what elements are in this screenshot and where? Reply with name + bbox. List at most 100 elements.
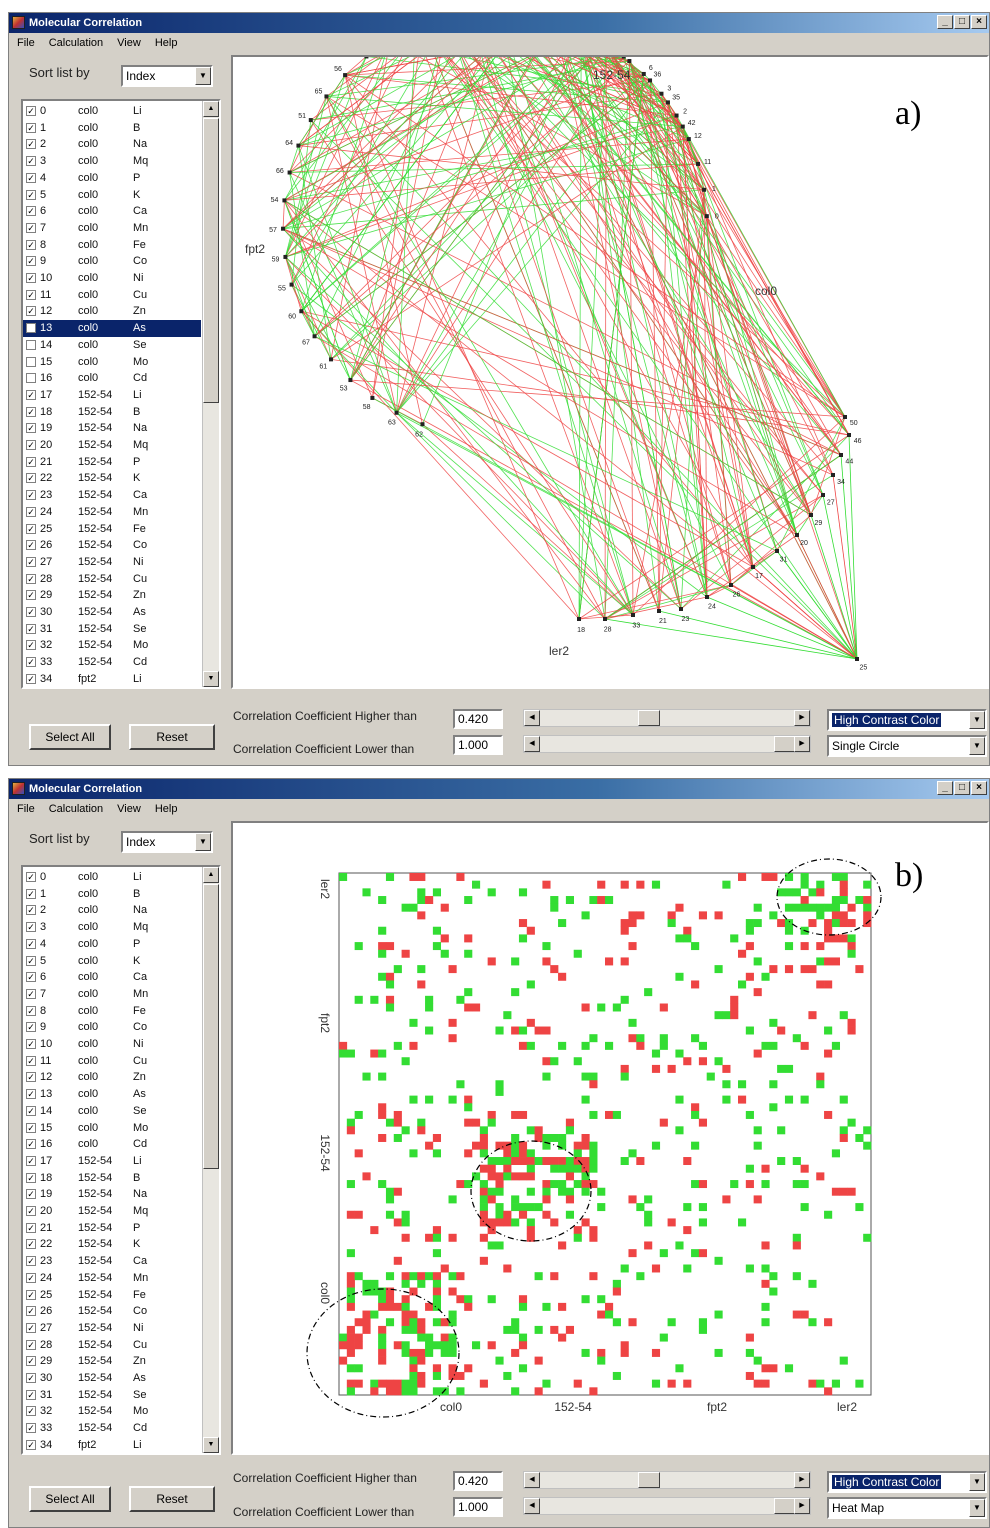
heatmap-cell[interactable]	[620, 919, 629, 928]
heatmap-cell[interactable]	[784, 888, 794, 897]
heatmap-cell[interactable]	[417, 1126, 426, 1135]
heatmap-cell[interactable]	[526, 1218, 535, 1227]
heatmap-cell[interactable]	[722, 1195, 731, 1204]
heatmap-cell[interactable]	[464, 896, 473, 905]
view-mode-select[interactable]: Heat Map ▼	[827, 1497, 987, 1519]
heatmap-cell[interactable]	[769, 1041, 778, 1050]
heatmap-cell[interactable]	[370, 1379, 379, 1388]
heatmap-cell[interactable]	[691, 1141, 700, 1150]
list-item[interactable]: ✓ 26 152-54 Co	[23, 537, 201, 554]
heatmap-cell[interactable]	[558, 1302, 567, 1311]
heatmap-cell[interactable]	[550, 1057, 559, 1066]
heatmap-cell[interactable]	[683, 934, 692, 943]
heatmap-cell[interactable]	[511, 988, 520, 997]
heatmap-cell[interactable]	[745, 942, 754, 951]
heatmap-cell[interactable]	[738, 949, 747, 958]
heatmap-cell[interactable]	[401, 1210, 410, 1219]
graph-node[interactable]	[702, 187, 707, 192]
heatmap-cell[interactable]	[425, 1341, 434, 1350]
heatmap-cell[interactable]	[808, 1011, 817, 1020]
select-all-button[interactable]: Select All	[29, 1486, 111, 1512]
checkbox[interactable]: ✓	[26, 1155, 36, 1166]
heatmap-cell[interactable]	[409, 873, 418, 881]
list-item[interactable]: ✓ 8 col0 Fe	[23, 237, 201, 254]
heatmap-cell[interactable]	[784, 1095, 794, 1104]
heatmap-cell[interactable]	[339, 1049, 348, 1058]
heatmap-cell[interactable]	[393, 1387, 402, 1396]
heatmap-cell[interactable]	[651, 1064, 661, 1073]
heatmap-cell[interactable]	[761, 1279, 770, 1288]
checkbox[interactable]	[26, 356, 36, 367]
heatmap-cell[interactable]	[526, 1164, 535, 1173]
heatmap-cell[interactable]	[401, 1318, 410, 1327]
list-item[interactable]: ✓ 5 col0 K	[23, 953, 201, 970]
heatmap-cell[interactable]	[644, 1195, 653, 1204]
heatmap-cell[interactable]	[518, 934, 528, 943]
heatmap-cell[interactable]	[393, 1341, 402, 1350]
heatmap-cell[interactable]	[393, 1187, 402, 1196]
heatmap-cell[interactable]	[605, 1041, 614, 1050]
heatmap-cell[interactable]	[691, 942, 700, 951]
list-item[interactable]: ✓ 10 col0 Ni	[23, 270, 201, 287]
heatmap-cell[interactable]	[487, 1295, 496, 1304]
heatmap-cell[interactable]	[581, 1172, 590, 1181]
lower-value-field[interactable]: 1.000	[453, 735, 503, 755]
heatmap-cell[interactable]	[558, 1157, 567, 1166]
heatmap-cell[interactable]	[644, 1218, 653, 1227]
maximize-icon[interactable]: □	[954, 781, 970, 795]
heatmap-cell[interactable]	[691, 1249, 700, 1258]
heatmap-cell[interactable]	[534, 1126, 543, 1135]
list-item[interactable]: ✓ 18 152-54 B	[23, 404, 201, 421]
heatmap-cell[interactable]	[714, 1256, 723, 1265]
list-item[interactable]: ✓ 32 152-54 Mo	[23, 637, 201, 654]
heatmap-cell[interactable]	[518, 1141, 528, 1150]
heatmap-cell[interactable]	[378, 1287, 387, 1296]
heatmap-cell[interactable]	[432, 1341, 442, 1350]
heatmap-cell[interactable]	[784, 1364, 794, 1373]
heatmap-cell[interactable]	[385, 1210, 395, 1219]
checkbox[interactable]: ✓	[26, 206, 36, 217]
heatmap-cell[interactable]	[518, 1041, 528, 1050]
heatmap-cell[interactable]	[354, 1364, 363, 1373]
heatmap-cell[interactable]	[565, 1164, 575, 1173]
heatmap-cell[interactable]	[784, 965, 794, 974]
list-item[interactable]: ✓ 28 152-54 Cu	[23, 571, 201, 588]
heatmap-cell[interactable]	[698, 1041, 708, 1050]
checkbox[interactable]: ✓	[26, 456, 36, 467]
list-item[interactable]: ✓ 31 152-54 Se	[23, 621, 201, 638]
heatmap-cell[interactable]	[597, 896, 606, 905]
heatmap-cell[interactable]	[683, 1226, 692, 1235]
heatmap-cell[interactable]	[628, 919, 637, 928]
heatmap-cell[interactable]	[417, 1318, 426, 1327]
heatmap-cell[interactable]	[448, 1018, 457, 1027]
checkbox[interactable]: ✓	[26, 122, 36, 133]
heatmap-cell[interactable]	[612, 1287, 621, 1296]
heatmap-cell[interactable]	[769, 1272, 778, 1281]
heatmap-cell[interactable]	[605, 896, 614, 905]
heatmap-cell[interactable]	[800, 942, 809, 951]
heatmap-cell[interactable]	[792, 1034, 801, 1043]
graph-node[interactable]	[299, 309, 304, 314]
heatmap-cell[interactable]	[769, 1364, 778, 1373]
graph-node[interactable]	[847, 433, 851, 437]
heatmap-cell[interactable]	[479, 1218, 488, 1227]
heatmap-cell[interactable]	[581, 1164, 590, 1173]
heatmap-cell[interactable]	[370, 995, 379, 1004]
heatmap-cell[interactable]	[378, 1333, 387, 1342]
heatmap-cell[interactable]	[839, 888, 848, 897]
heatmap-cell[interactable]	[378, 896, 387, 905]
heatmap-cell[interactable]	[409, 1379, 418, 1388]
heatmap-cell[interactable]	[542, 1141, 551, 1150]
heatmap-cell[interactable]	[495, 1080, 504, 1089]
graph-node[interactable]	[577, 617, 581, 621]
heatmap-cell[interactable]	[393, 1256, 402, 1265]
list-item[interactable]: ✓ 16 col0 Cd	[23, 1136, 201, 1153]
slider-left-icon[interactable]: ◀	[524, 1472, 540, 1488]
heatmap-cell[interactable]	[518, 1295, 528, 1304]
heatmap-cell[interactable]	[847, 919, 856, 928]
heatmap-cell[interactable]	[417, 896, 426, 905]
heatmap-cell[interactable]	[378, 1049, 387, 1058]
heatmap-cell[interactable]	[620, 1348, 629, 1357]
heatmap-cell[interactable]	[753, 919, 762, 928]
heatmap-cell[interactable]	[534, 1325, 543, 1334]
